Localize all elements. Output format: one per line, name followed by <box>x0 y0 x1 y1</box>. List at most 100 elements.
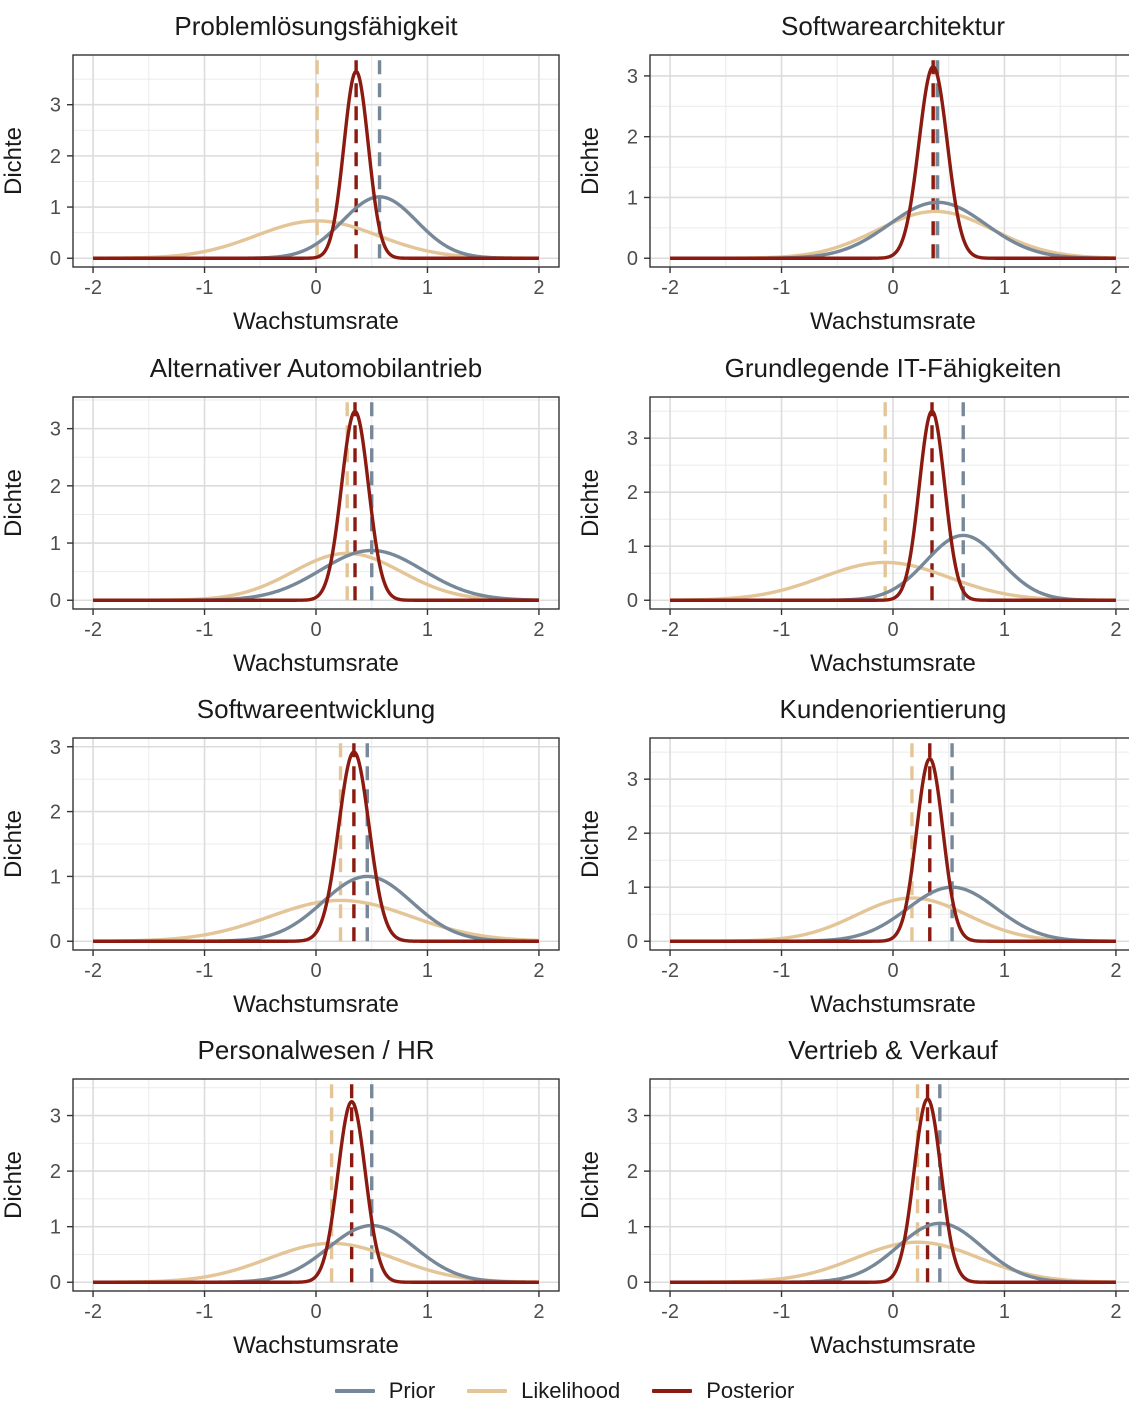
panel-title-kundenorientierung: Kundenorientierung <box>780 694 1007 724</box>
panel-5-x-tick-label: 0 <box>310 960 321 982</box>
panel-3-x-tick-label: -1 <box>196 619 214 641</box>
panel-4-x-tick-label: 2 <box>1110 619 1121 641</box>
panel-7-y-tick-label: 0 <box>50 1272 61 1294</box>
panel-8-y-tick-label: 2 <box>627 1161 638 1183</box>
panel-1-x-tick-label: 1 <box>422 277 433 299</box>
panel-1-x-tick-label: -2 <box>84 277 102 299</box>
panel-5-y-axis-title: Dichte <box>0 810 27 878</box>
panel-3-y-tick-label: 3 <box>50 419 61 441</box>
panel-6-y-tick-label: 0 <box>627 931 638 953</box>
panel-1-x-tick-label: 0 <box>310 277 321 299</box>
legend-item-likelihood: Likelihood <box>467 1378 620 1404</box>
panel-4-x-axis-title: Wachstumsrate <box>810 650 976 677</box>
panel-3-x-tick-label: 2 <box>533 619 544 641</box>
panel-4-x-tick-label: -2 <box>661 619 679 641</box>
panel-3-y-axis-title: Dichte <box>0 469 27 537</box>
panel-7-y-tick-label: 2 <box>50 1161 61 1183</box>
legend-key-posterior <box>652 1389 693 1393</box>
panel-4-x-tick-label: 0 <box>887 619 898 641</box>
panel-1-likelihood-curve <box>92 219 540 260</box>
panel-7-y-tick-label: 3 <box>50 1106 61 1128</box>
panel-4-y-tick-label: 2 <box>627 482 638 504</box>
panel-title-softwarearchitektur: Softwarearchitektur <box>781 11 1005 41</box>
panel-2-posterior-curve <box>669 65 1117 260</box>
panel-5-posterior-curve <box>92 750 540 943</box>
panel-1-y-tick-label: 3 <box>50 95 61 117</box>
panel-2-x-axis-title: Wachstumsrate <box>810 308 976 335</box>
panel-7-x-tick-label: -2 <box>84 1301 102 1323</box>
panel-4-background <box>650 397 1129 609</box>
panel-7-x-tick-label: 2 <box>533 1301 544 1323</box>
panel-1-y-tick-label: 1 <box>50 197 61 219</box>
panel-4-x-tick-label: -1 <box>773 619 791 641</box>
panel-6-y-tick-label: 1 <box>627 877 638 899</box>
panel-7-x-tick-label: 1 <box>422 1301 433 1323</box>
panel-6-y-tick-label: 2 <box>627 823 638 845</box>
panel-5-x-tick-label: -2 <box>84 960 102 982</box>
panel-4-likelihood-curve <box>669 560 1117 602</box>
panel-7-y-tick-label: 1 <box>50 1217 61 1239</box>
panel-8-x-tick-label: -2 <box>661 1301 679 1323</box>
legend-label-posterior: Posterior <box>706 1378 795 1403</box>
panel-3-x-tick-label: -2 <box>84 619 102 641</box>
panel-3-y-tick-label: 1 <box>50 533 61 555</box>
panel-6-x-tick-label: 2 <box>1110 960 1121 982</box>
panel-7-x-tick-label: 0 <box>310 1301 321 1323</box>
panel-6-x-axis-title: Wachstumsrate <box>810 991 976 1018</box>
panel-5-y-tick-label: 1 <box>50 866 61 888</box>
panel-8-x-tick-label: 0 <box>887 1301 898 1323</box>
panel-8-y-tick-label: 1 <box>627 1217 638 1239</box>
panel-3-y-tick-label: 2 <box>50 476 61 498</box>
panel-2-x-tick-label: -2 <box>661 277 679 299</box>
panel-5-x-axis-title: Wachstumsrate <box>233 991 399 1018</box>
panel-8-x-tick-label: -1 <box>773 1301 791 1323</box>
panel-8-background <box>650 1079 1129 1291</box>
panel-6-y-tick-label: 3 <box>627 769 638 791</box>
panel-5-y-tick-label: 3 <box>50 737 61 759</box>
panel-8-y-tick-label: 3 <box>627 1106 638 1128</box>
panel-5-x-tick-label: 2 <box>533 960 544 982</box>
panel-2-y-tick-label: 1 <box>627 187 638 209</box>
panel-2-x-tick-label: 0 <box>887 277 898 299</box>
panel-1-x-tick-label: -1 <box>196 277 214 299</box>
panel-2-y-tick-label: 3 <box>627 66 638 88</box>
legend-key-prior <box>334 1389 375 1393</box>
legend-item-prior: Prior <box>334 1378 436 1404</box>
panel-6-x-tick-label: 0 <box>887 960 898 982</box>
panel-1-posterior-curve <box>92 69 540 260</box>
panel-2-y-tick-label: 0 <box>627 248 638 270</box>
legend-item-posterior: Posterior <box>652 1378 794 1404</box>
panel-6-x-tick-label: -1 <box>773 960 791 982</box>
panel-5-x-tick-label: -1 <box>196 960 214 982</box>
panel-4-x-tick-label: 1 <box>999 619 1010 641</box>
legend-label-prior: Prior <box>388 1378 436 1403</box>
panel-5-x-tick-label: 1 <box>422 960 433 982</box>
panel-1-y-axis-title: Dichte <box>0 127 27 195</box>
panel-6-x-tick-label: -2 <box>661 960 679 982</box>
panel-6-y-axis-title: Dichte <box>577 810 604 878</box>
panel-7-y-axis-title: Dichte <box>0 1151 27 1219</box>
faceted-density-chart: Problemlösungsfähigkeit -2 -1 0 1 2 0 1 2 3 Wachst… <box>0 11 1129 1359</box>
panel-8-posterior-curve <box>669 1097 1117 1284</box>
panel-1-y-tick-label: 0 <box>50 248 61 270</box>
panel-7-x-axis-title: Wachstumsrate <box>233 1332 399 1359</box>
panel-8-x-axis-title: Wachstumsrate <box>810 1332 976 1359</box>
legend: Prior Likelihood Posterior <box>0 1378 1129 1404</box>
panel-title-problemlösungsfähigkeit: Problemlösungsfähigkeit <box>174 11 458 41</box>
panel-2-background <box>650 55 1129 267</box>
panel-2-x-tick-label: 1 <box>999 277 1010 299</box>
panel-2-x-tick-label: -1 <box>773 277 791 299</box>
panel-3-posterior-curve <box>92 409 540 602</box>
panel-4-y-tick-label: 3 <box>627 428 638 450</box>
panel-6-background <box>650 738 1129 950</box>
panel-2-y-axis-title: Dichte <box>577 127 604 195</box>
panel-8-y-axis-title: Dichte <box>577 1151 604 1219</box>
panel-3-x-tick-label: 0 <box>310 619 321 641</box>
panel-6-x-tick-label: 1 <box>999 960 1010 982</box>
legend-label-likelihood: Likelihood <box>521 1378 621 1403</box>
panel-5-y-tick-label: 2 <box>50 802 61 824</box>
panel-4-y-tick-label: 1 <box>627 536 638 558</box>
panel-7-x-tick-label: -1 <box>196 1301 214 1323</box>
panel-title-alternativer-automobilantrieb: Alternativer Automobilantrieb <box>150 353 482 383</box>
panel-8-x-tick-label: 2 <box>1110 1301 1121 1323</box>
